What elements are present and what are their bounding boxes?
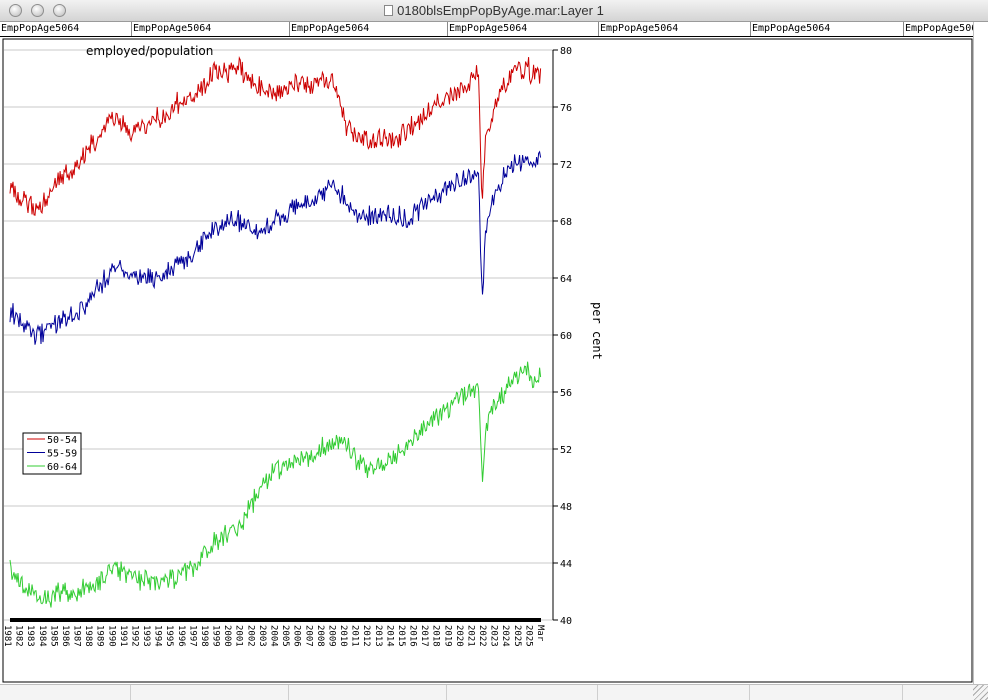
gridlines <box>4 49 553 621</box>
x-tick-label: 2004 <box>269 625 279 647</box>
x-tick-label: 2024 <box>500 625 510 647</box>
scroll-segment <box>749 685 750 700</box>
series-line-50-54 <box>9 56 542 216</box>
x-tick-label: 2013 <box>373 625 383 647</box>
x-tick-label: 1998 <box>199 625 209 647</box>
y-tick-label: 52 <box>560 445 572 456</box>
series-line-55-59 <box>9 150 542 345</box>
document-icon <box>384 5 394 16</box>
legend-label: 60-64 <box>47 462 77 473</box>
x-tick-label: 1991 <box>118 625 128 647</box>
series-line-60-64 <box>9 361 542 608</box>
series-tab[interactable]: EmpPopAge5064 <box>289 22 370 36</box>
x-tick-label: 1989 <box>95 625 105 647</box>
y-tick-label: 44 <box>560 559 572 570</box>
x-axis-bar <box>10 618 541 622</box>
x-tick-label: 2016 <box>408 625 418 647</box>
y-tick-label: 68 <box>560 217 572 228</box>
x-tick-label: 2009 <box>326 625 336 647</box>
series-tab-strip: EmpPopAge5064 EmpPopAge5064 EmpPopAge506… <box>0 22 973 37</box>
x-tick-label: 1985 <box>48 625 58 647</box>
scroll-segment <box>288 685 289 700</box>
series-tab[interactable]: EmpPopAge5064 <box>1 23 80 34</box>
x-tick-label: 2022 <box>477 625 487 647</box>
y-tick-label: 56 <box>560 388 572 399</box>
y-tick-label: 80 <box>560 46 572 57</box>
x-tick-label: 2025 <box>512 625 522 647</box>
x-tick-label: 2020 <box>454 625 464 647</box>
x-tick-label: 1987 <box>72 625 82 647</box>
x-tick-label: 2006 <box>292 625 302 647</box>
x-axis-ticks: 1981 1982 1983 1984 1985 1986 1987 1988 1989 1990… <box>2 625 545 647</box>
legend-box <box>22 432 82 475</box>
y-axis-label: per cent <box>590 302 604 360</box>
series-tab[interactable]: EmpPopAge5064 <box>598 22 679 36</box>
x-tick-label: 2010 <box>338 625 348 647</box>
minimize-window-icon[interactable] <box>31 4 44 17</box>
x-tick-label: 1997 <box>187 625 197 647</box>
series-tab[interactable]: EmpPopAge5064 <box>131 22 212 36</box>
x-tick-label: 1992 <box>129 625 139 647</box>
window-titlebar[interactable]: 0180blsEmpPopByAge.mar:Layer 1 <box>0 0 988 22</box>
legend: 50-54 55-59 60-64 <box>22 432 82 475</box>
x-tick-label: 1994 <box>153 625 163 647</box>
y-axis-ticks: 40 44 48 52 56 60 64 68 72 76 80 <box>553 46 572 627</box>
scroll-segment <box>902 685 903 700</box>
x-tick-label: 2021 <box>465 625 475 647</box>
x-tick-label: 2018 <box>431 625 441 647</box>
x-tick-label: Mar <box>535 625 545 642</box>
series-tab[interactable]: EmpPopAge5064 <box>903 22 973 36</box>
x-tick-label: 2025 <box>523 625 533 647</box>
x-tick-label: 2014 <box>384 625 394 647</box>
y-tick-label: 72 <box>560 160 572 171</box>
x-tick-label: 1988 <box>83 625 93 647</box>
x-tick-label: 1990 <box>106 625 116 647</box>
series-tab[interactable]: EmpPopAge5064 <box>750 22 831 36</box>
x-tick-label: 1986 <box>60 625 70 647</box>
scroll-segment <box>446 685 447 700</box>
y-tick-label: 76 <box>560 103 572 114</box>
window-title-text: 0180blsEmpPopByAge.mar:Layer 1 <box>397 3 604 18</box>
x-tick-label: 2019 <box>442 625 452 647</box>
vertical-scrollbar[interactable] <box>973 22 988 684</box>
x-tick-label: 1984 <box>37 625 47 647</box>
window-title: 0180blsEmpPopByAge.mar:Layer 1 <box>0 3 988 18</box>
x-tick-label: 2002 <box>245 625 255 647</box>
y-tick-label: 48 <box>560 502 572 513</box>
x-tick-label: 2023 <box>489 625 499 647</box>
legend-label: 55-59 <box>47 449 77 460</box>
x-tick-label: 2015 <box>396 625 406 647</box>
close-window-icon[interactable] <box>9 4 22 17</box>
x-tick-label: 1996 <box>176 625 186 647</box>
series-tab[interactable]: EmpPopAge5064 <box>447 22 528 36</box>
x-tick-label: 2012 <box>361 625 371 647</box>
x-tick-label: 1993 <box>141 625 151 647</box>
x-tick-label: 2003 <box>257 625 267 647</box>
horizontal-scrollbar[interactable] <box>0 684 988 700</box>
x-tick-label: 2000 <box>222 625 232 647</box>
x-tick-label: 1999 <box>211 625 221 647</box>
series-lines <box>9 56 542 608</box>
x-tick-label: 2017 <box>419 625 429 647</box>
x-tick-label: 2008 <box>315 625 325 647</box>
x-tick-label: 2011 <box>350 625 360 647</box>
resize-grip-icon[interactable] <box>973 685 988 700</box>
zoom-window-icon[interactable] <box>53 4 66 17</box>
scroll-segment <box>597 685 598 700</box>
x-tick-label: 1981 <box>2 625 12 647</box>
x-tick-label: 2007 <box>303 625 313 647</box>
y-tick-label: 60 <box>560 331 572 342</box>
legend-label: 50-54 <box>47 435 77 446</box>
x-tick-label: 1995 <box>164 625 174 647</box>
x-tick-label: 1982 <box>14 625 24 647</box>
x-tick-label: 1983 <box>25 625 35 647</box>
y-tick-label: 64 <box>560 274 572 285</box>
y-tick-label: 40 <box>560 616 572 627</box>
chart-frame <box>2 38 973 683</box>
x-tick-label: 2005 <box>280 625 290 647</box>
scroll-segment <box>130 685 131 700</box>
chart-title: employed/population <box>86 44 213 58</box>
x-tick-label: 2001 <box>234 625 244 647</box>
